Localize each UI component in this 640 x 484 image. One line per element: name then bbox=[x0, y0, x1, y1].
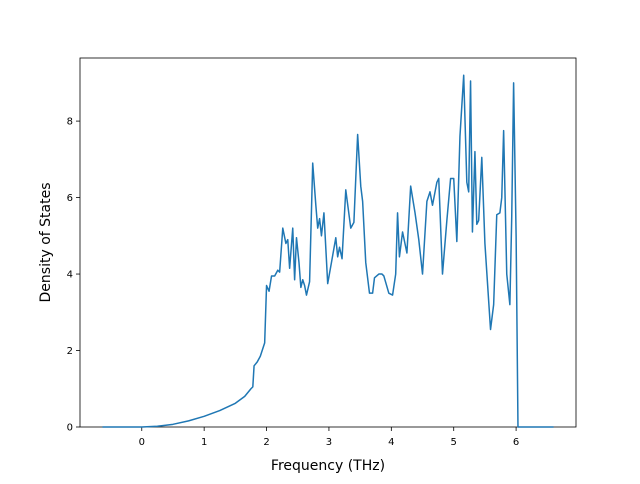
plot-frame bbox=[79, 57, 577, 428]
x-tick-label: 3 bbox=[326, 437, 332, 448]
x-tick-label: 5 bbox=[451, 437, 457, 448]
y-tick-label: 0 bbox=[67, 423, 73, 434]
y-tick-label: 8 bbox=[67, 117, 73, 128]
x-tick-label: 2 bbox=[263, 437, 269, 448]
y-axis-label: Density of States bbox=[38, 183, 54, 303]
x-tick-label: 6 bbox=[513, 437, 519, 448]
x-axis-label: Frequency (THz) bbox=[271, 458, 385, 474]
x-tick-label: 0 bbox=[139, 437, 145, 448]
x-tick-label: 1 bbox=[201, 437, 207, 448]
y-tick-label: 6 bbox=[67, 193, 73, 204]
x-tick-label: 4 bbox=[388, 437, 394, 448]
data-line bbox=[102, 74, 554, 428]
y-tick-label: 4 bbox=[67, 270, 73, 281]
y-tick-label: 2 bbox=[67, 346, 73, 357]
